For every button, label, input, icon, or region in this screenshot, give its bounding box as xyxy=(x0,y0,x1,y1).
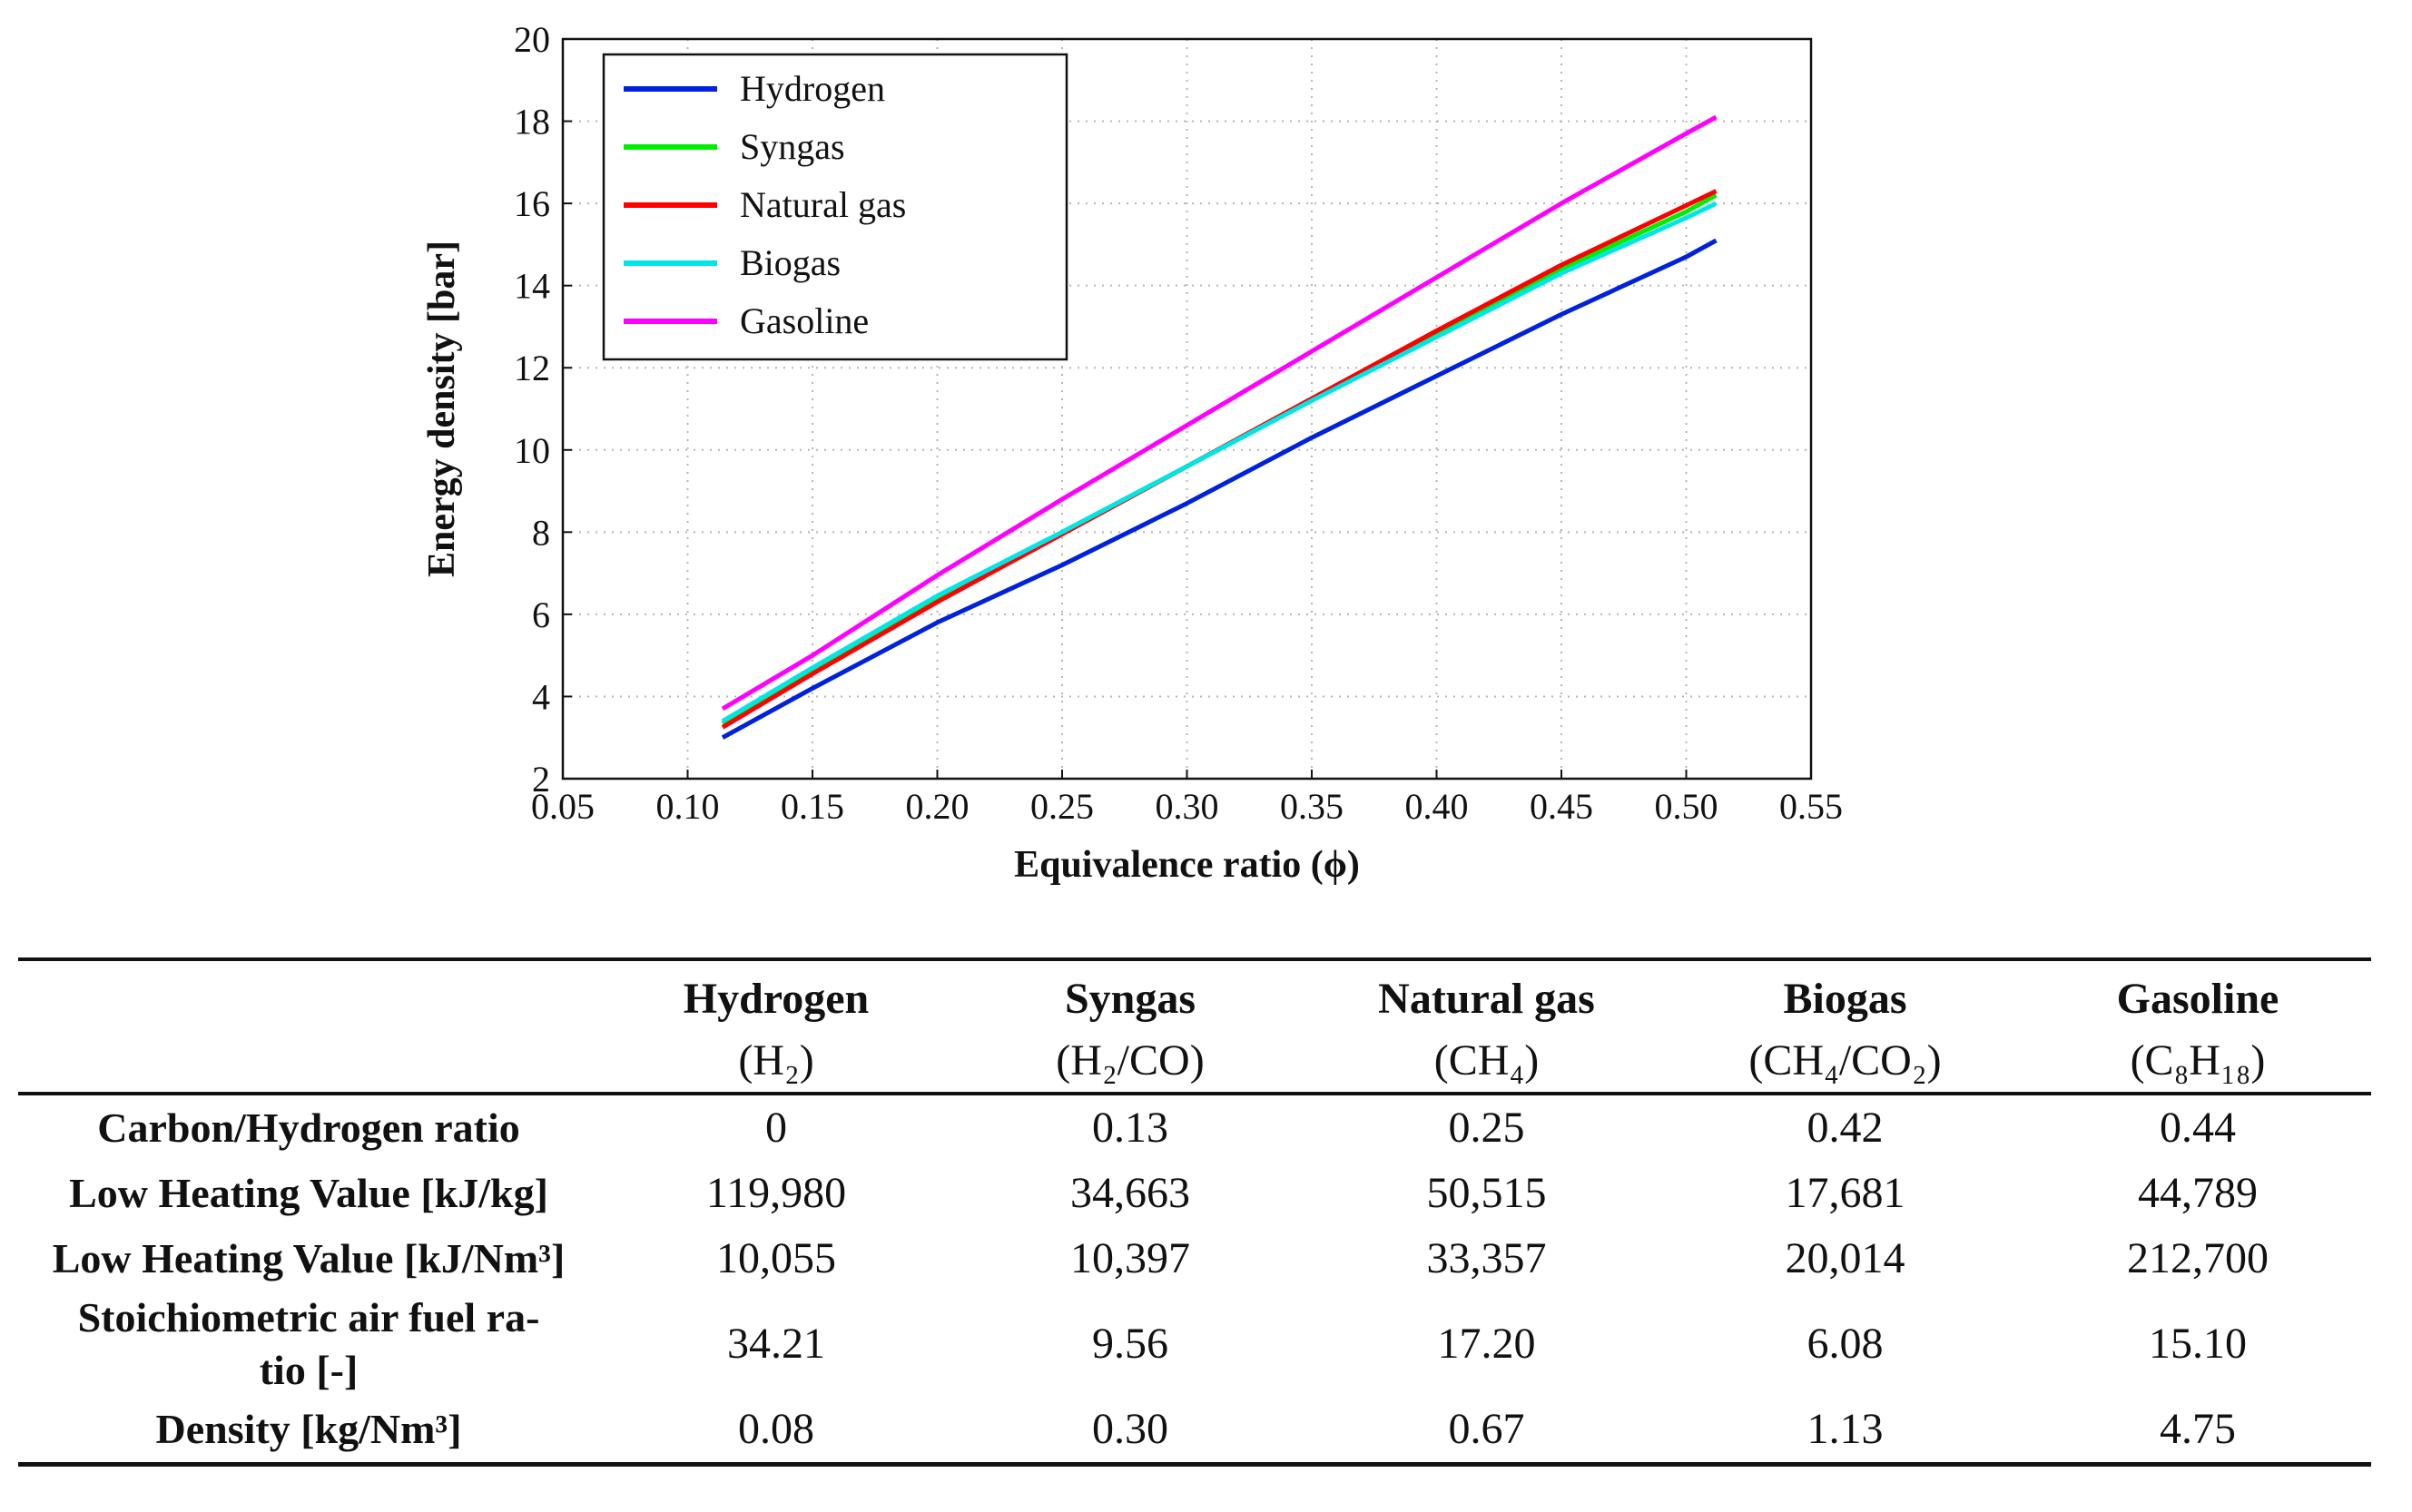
x-tick-label: 0.20 xyxy=(906,786,970,827)
table-cell: 34,663 xyxy=(1070,1169,1190,1217)
x-tick-label: 0.50 xyxy=(1655,786,1718,827)
table-cell: 0.42 xyxy=(1807,1104,1884,1152)
table-cell: 15.10 xyxy=(2149,1320,2247,1368)
legend-label: Gasoline xyxy=(740,300,869,341)
table-row: Low Heating Value [kJ/kg] 119,980 34,663 50… xyxy=(18,1161,2371,1226)
legend-label: Syngas xyxy=(740,126,845,167)
x-tick-label: 0.15 xyxy=(781,786,844,827)
x-axis-ticks: 0.05 0.10 0.15 0.20 0.25 0.30 0.35 0.40 0.45 0.50… xyxy=(531,770,1843,827)
x-tick-label: 0.25 xyxy=(1030,786,1094,827)
fuel-properties-table: Hydrogen (H₂) Syngas (H₂/CO) Natural gas (C… xyxy=(18,957,2371,1467)
table-header-row: Hydrogen (H₂) Syngas (H₂/CO) Natural gas (C… xyxy=(18,957,2371,1095)
table-cell: 0.25 xyxy=(1448,1104,1525,1152)
energy-density-chart: 0.05 0.10 0.15 0.20 0.25 0.30 0.35 0.40 0.45 0.50… xyxy=(421,19,1843,886)
y-tick-label: 12 xyxy=(514,348,550,388)
x-tick-label: 0.35 xyxy=(1280,786,1344,827)
table-cell: 0 xyxy=(765,1104,787,1152)
table-cell: 20,014 xyxy=(1785,1234,1905,1282)
x-tick-label: 0.10 xyxy=(656,786,720,827)
table-corner-cell xyxy=(18,957,599,1095)
y-tick-label: 6 xyxy=(532,594,550,635)
x-tick-label: 0.40 xyxy=(1405,786,1469,827)
y-axis-label: Energy density [bar] xyxy=(421,241,463,577)
table-cell: 50,515 xyxy=(1426,1169,1547,1217)
table-cell: 0.67 xyxy=(1307,1397,1666,1467)
y-tick-label: 18 xyxy=(514,102,550,142)
table-cell: 0.30 xyxy=(953,1397,1307,1467)
table-cell: 33,357 xyxy=(1426,1234,1547,1282)
series-line-hydrogen xyxy=(721,238,1718,740)
table-cell: 1.13 xyxy=(1666,1397,2024,1467)
table-row: Low Heating Value [kJ/Nm³] 10,055 10,397 33… xyxy=(18,1226,2371,1291)
series-line-biogas xyxy=(721,201,1718,723)
table-cell: 44,789 xyxy=(2138,1169,2258,1217)
chart-legend: Hydrogen Syngas Natural gas Biogas Gasoline xyxy=(602,53,1068,361)
table-row: Carbon/Hydrogen ratio 0 0.13 0.25 0.42 0.44 xyxy=(18,1094,2371,1161)
column-header-biogas: Biogas (CH₄/CO₂) xyxy=(1666,957,2024,1095)
table-cell: 34.21 xyxy=(727,1320,825,1368)
y-tick-label: 2 xyxy=(532,759,550,800)
row-label: Density [kg/Nm³] xyxy=(18,1397,599,1467)
x-tick-label: 0.05 xyxy=(531,786,595,827)
column-header-syngas: Syngas (H₂/CO) xyxy=(953,957,1307,1095)
y-tick-label: 14 xyxy=(514,266,550,307)
x-tick-label: 0.45 xyxy=(1530,786,1593,827)
column-header-natural-gas: Natural gas (CH₄) xyxy=(1307,957,1666,1095)
table-cell: 9.56 xyxy=(1092,1320,1168,1368)
column-header-hydrogen: Hydrogen (H₂) xyxy=(599,957,953,1095)
legend-label: Biogas xyxy=(740,242,841,283)
table-row: Density [kg/Nm³] 0.08 0.30 0.67 1.13 4.75 xyxy=(18,1397,2371,1467)
row-label: Carbon/Hydrogen ratio xyxy=(97,1105,520,1151)
table-cell: 0.08 xyxy=(599,1397,953,1467)
table-cell: 10,397 xyxy=(1070,1234,1190,1282)
series-line-gasoline xyxy=(721,114,1718,712)
row-label: Low Heating Value [kJ/Nm³] xyxy=(52,1235,566,1281)
x-axis-label: Equivalence ratio (ϕ) xyxy=(1014,844,1360,886)
table-cell: 4.75 xyxy=(2024,1397,2371,1467)
series-lines xyxy=(721,114,1718,740)
legend-label: Natural gas xyxy=(740,184,906,225)
table-cell: 0.13 xyxy=(1092,1104,1168,1152)
table-cell: 6.08 xyxy=(1807,1320,1884,1368)
y-tick-label: 8 xyxy=(532,512,550,553)
row-label: Stoichiometric air fuel ra-tio [-] xyxy=(77,1294,540,1393)
y-tick-label: 20 xyxy=(514,19,550,60)
table-cell: 212,700 xyxy=(2127,1234,2269,1282)
x-tick-label: 0.55 xyxy=(1779,786,1843,827)
y-axis-ticks: 2 4 6 8 10 12 14 16 18 20 xyxy=(514,19,572,800)
y-tick-label: 10 xyxy=(514,430,550,471)
table-cell: 119,980 xyxy=(705,1169,847,1217)
row-label: Low Heating Value [kJ/kg] xyxy=(69,1170,548,1216)
table-cell: 17.20 xyxy=(1437,1320,1536,1368)
table-cell: 17,681 xyxy=(1785,1169,1905,1217)
y-tick-label: 16 xyxy=(514,183,550,224)
table-cell: 0.44 xyxy=(2160,1104,2236,1152)
table-row: Stoichiometric air fuel ra-tio [-] 34.21 9… xyxy=(18,1291,2371,1397)
table-cell: 10,055 xyxy=(716,1234,836,1282)
y-tick-label: 4 xyxy=(532,676,550,717)
column-header-gasoline: Gasoline (C₈H₁₈) xyxy=(2024,957,2371,1095)
legend-label: Hydrogen xyxy=(740,68,885,109)
x-tick-label: 0.30 xyxy=(1156,786,1219,827)
